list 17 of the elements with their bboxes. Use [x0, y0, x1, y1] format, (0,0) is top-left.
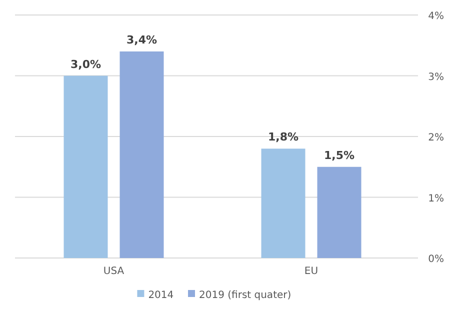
bar [120, 51, 164, 258]
data-label: 1,8% [268, 130, 299, 144]
y-tick-label: 4% [428, 11, 444, 22]
x-tick-label: USA [103, 266, 124, 277]
legend-label: 2019 (first quater) [199, 290, 292, 301]
legend-label: 2014 [148, 290, 174, 301]
y-tick-label: 2% [428, 132, 444, 144]
data-label: 3,4% [126, 33, 158, 46]
y-tick-label: 0% [428, 254, 444, 265]
y-tick-label: 1% [428, 193, 444, 204]
bar [317, 166, 362, 258]
bar [261, 148, 306, 258]
data-label: 1,5% [324, 148, 355, 162]
data-label: 3,0% [70, 58, 102, 71]
x-tick-label: EU [304, 266, 318, 277]
y-tick-label: 3% [428, 72, 444, 83]
bar [64, 76, 108, 258]
